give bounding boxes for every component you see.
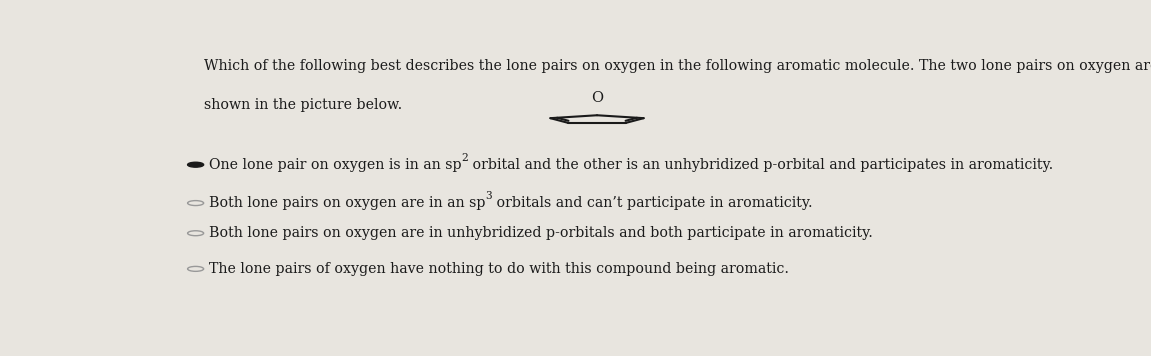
Text: orbital and the other is an unhybridized p-orbital and participates in aromatici: orbital and the other is an unhybridized… [468, 158, 1053, 172]
Text: Which of the following best describes the lone pairs on oxygen in the following : Which of the following best describes th… [204, 59, 1151, 73]
Text: O: O [590, 91, 603, 105]
Text: 3: 3 [486, 191, 493, 201]
Text: shown in the picture below.: shown in the picture below. [204, 98, 402, 111]
Text: Both lone pairs on oxygen are in an sp: Both lone pairs on oxygen are in an sp [209, 196, 486, 210]
Text: One lone pair on oxygen is in an sp: One lone pair on oxygen is in an sp [209, 158, 462, 172]
Circle shape [188, 162, 204, 167]
Text: The lone pairs of oxygen have nothing to do with this compound being aromatic.: The lone pairs of oxygen have nothing to… [209, 262, 788, 276]
Text: 2: 2 [462, 153, 468, 163]
Text: orbitals and can’t participate in aromaticity.: orbitals and can’t participate in aromat… [493, 196, 813, 210]
Text: Both lone pairs on oxygen are in unhybridized p-orbitals and both participate in: Both lone pairs on oxygen are in unhybri… [209, 226, 872, 240]
